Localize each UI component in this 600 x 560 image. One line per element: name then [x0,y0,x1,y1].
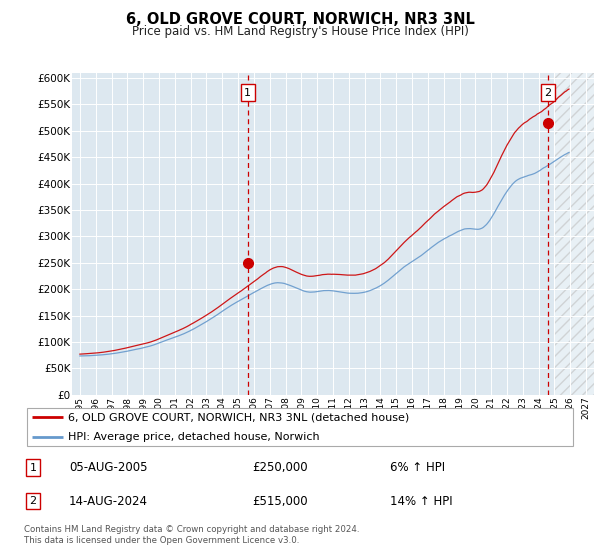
FancyBboxPatch shape [27,408,573,446]
Text: 1: 1 [29,463,37,473]
Text: Contains HM Land Registry data © Crown copyright and database right 2024.
This d: Contains HM Land Registry data © Crown c… [24,525,359,545]
Text: £250,000: £250,000 [252,461,308,474]
Text: 6, OLD GROVE COURT, NORWICH, NR3 3NL (detached house): 6, OLD GROVE COURT, NORWICH, NR3 3NL (de… [68,412,409,422]
Text: 6, OLD GROVE COURT, NORWICH, NR3 3NL: 6, OLD GROVE COURT, NORWICH, NR3 3NL [125,12,475,27]
Text: 05-AUG-2005: 05-AUG-2005 [69,461,148,474]
Text: 2: 2 [29,496,37,506]
Text: 1: 1 [244,88,251,98]
Text: £515,000: £515,000 [252,494,308,508]
Text: 2: 2 [545,88,551,98]
Text: Price paid vs. HM Land Registry's House Price Index (HPI): Price paid vs. HM Land Registry's House … [131,25,469,38]
Text: 14-AUG-2024: 14-AUG-2024 [69,494,148,508]
Text: HPI: Average price, detached house, Norwich: HPI: Average price, detached house, Norw… [68,432,320,442]
Text: 14% ↑ HPI: 14% ↑ HPI [390,494,452,508]
Text: 6% ↑ HPI: 6% ↑ HPI [390,461,445,474]
